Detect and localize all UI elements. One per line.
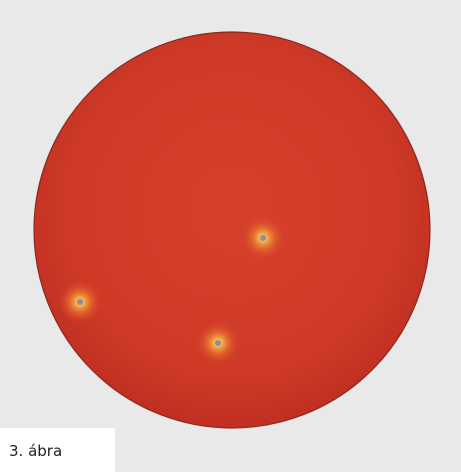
spot	[196, 321, 240, 365]
petri-dish	[33, 31, 431, 429]
spot	[58, 280, 102, 324]
caption: 3. ábra	[0, 428, 115, 472]
spot	[241, 216, 285, 260]
